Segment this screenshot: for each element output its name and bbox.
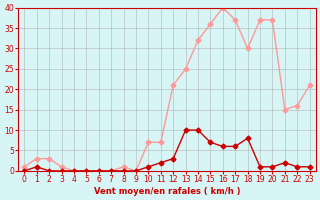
X-axis label: Vent moyen/en rafales ( km/h ): Vent moyen/en rafales ( km/h ) bbox=[94, 187, 240, 196]
